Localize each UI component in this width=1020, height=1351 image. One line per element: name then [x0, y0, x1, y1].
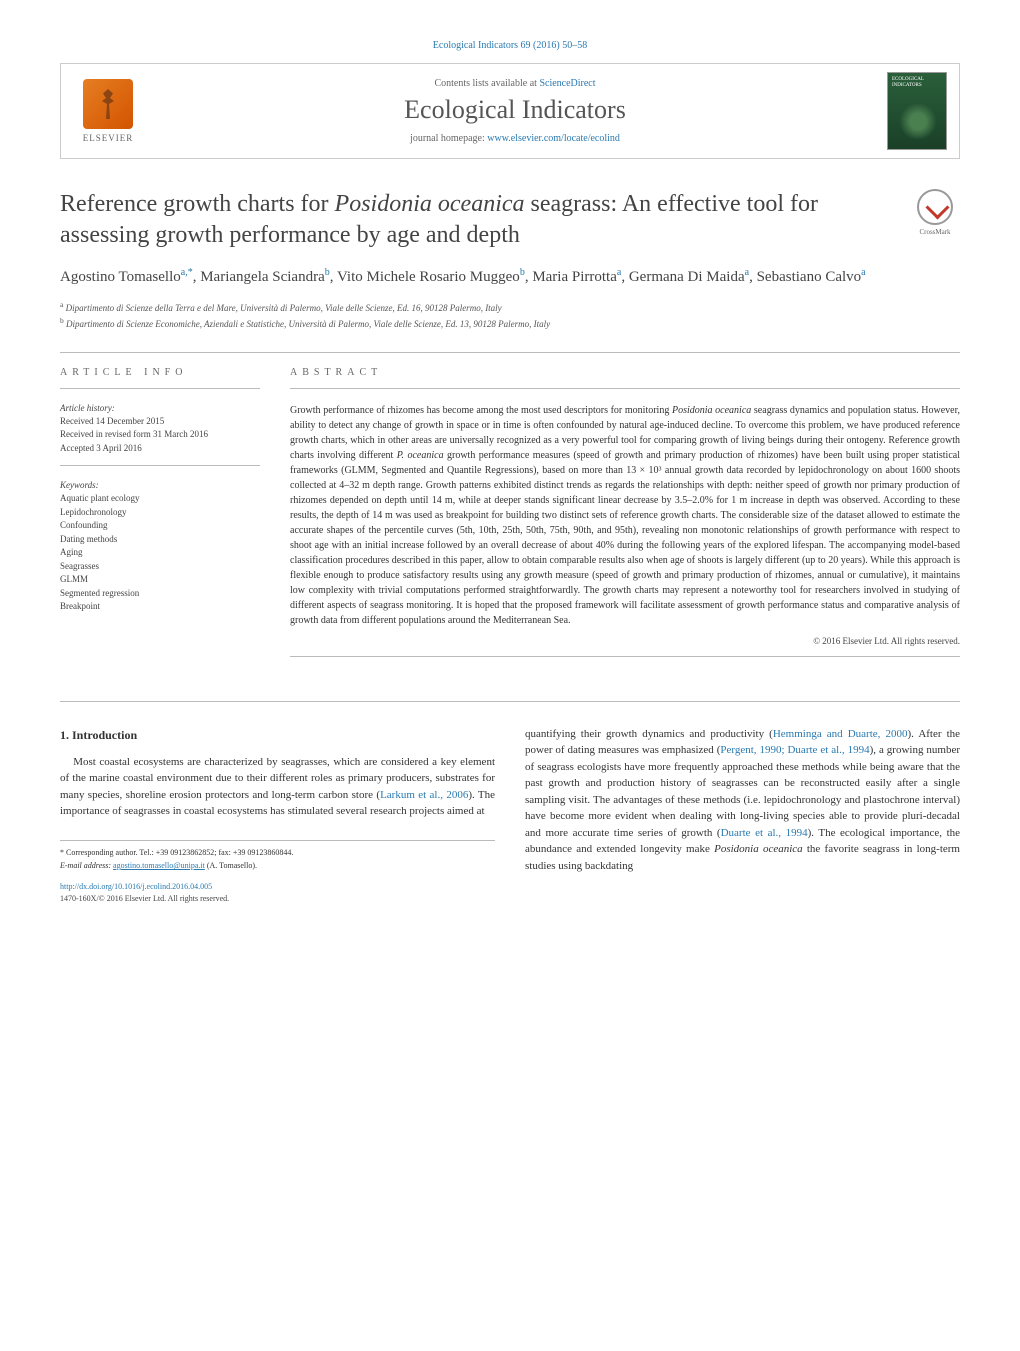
section-divider — [60, 701, 960, 702]
journal-cover-thumbnail — [887, 72, 947, 150]
affiliations: a Dipartimento di Scienze della Terra e … — [60, 299, 960, 332]
author-affiliation-marker: a — [617, 267, 621, 278]
citation-link[interactable]: Pergent, 1990; Duarte et al., 1994 — [720, 744, 869, 756]
journal-reference: Ecological Indicators 69 (2016) 50–58 — [60, 40, 960, 51]
section-heading: 1. Introduction — [60, 726, 495, 744]
body-text: 1. Introduction Most coastal ecosystems … — [60, 726, 960, 905]
divider — [60, 465, 260, 466]
homepage-line: journal homepage: www.elsevier.com/locat… — [143, 133, 887, 144]
abstract-copyright: © 2016 Elsevier Ltd. All rights reserved… — [290, 636, 960, 646]
column-left: 1. Introduction Most coastal ecosystems … — [60, 726, 495, 905]
abstract-text: Growth performance of rhizomes has becom… — [290, 403, 960, 628]
history-line: Received 14 December 2015 — [60, 415, 260, 429]
column-right: quantifying their growth dynamics and pr… — [525, 726, 960, 905]
title-species: Posidonia oceanica — [335, 191, 525, 217]
keywords-heading: Keywords: — [60, 480, 260, 490]
elsevier-logo: ELSEVIER — [73, 79, 143, 143]
author-affiliation-marker: a — [745, 267, 749, 278]
author-name: Vito Michele Rosario Muggeo — [337, 269, 520, 285]
keyword: GLMM — [60, 573, 260, 587]
affiliation-b: b Dipartimento di Scienze Economiche, Az… — [60, 315, 960, 332]
citation-link[interactable]: Larkum et al., 2006 — [380, 789, 468, 801]
divider — [60, 388, 260, 389]
body-paragraph: Most coastal ecosystems are characterize… — [60, 754, 495, 820]
author-affiliation-marker: a, — [181, 267, 188, 278]
doi-link[interactable]: http://dx.doi.org/10.1016/j.ecolind.2016… — [60, 881, 495, 893]
email-line: E-mail address: agostino.tomasello@unipa… — [60, 860, 495, 871]
history-line: Accepted 3 April 2016 — [60, 442, 260, 456]
corresponding-footer: * Corresponding author. Tel.: +39 091238… — [60, 840, 495, 871]
abstract-heading: ABSTRACT — [290, 367, 960, 378]
author: Germana Di Maidaa — [629, 269, 749, 285]
author-name: Mariangela Sciandra — [200, 269, 325, 285]
corresponding-author-line: * Corresponding author. Tel.: +39 091238… — [60, 847, 495, 858]
author: Maria Pirrottaa — [532, 269, 621, 285]
author-list: Agostino Tomaselloa,*, Mariangela Sciand… — [60, 265, 960, 289]
homepage-link[interactable]: www.elsevier.com/locate/ecolind — [487, 133, 620, 144]
author-name: Germana Di Maida — [629, 269, 745, 285]
footer-copyright: 1470-160X/© 2016 Elsevier Ltd. All right… — [60, 893, 495, 905]
crossmark-label: CrossMark — [919, 228, 950, 236]
keyword: Dating methods — [60, 533, 260, 547]
author-name: Sebastiano Calvo — [757, 269, 862, 285]
email-link[interactable]: agostino.tomasello@unipa.it — [113, 861, 205, 870]
keyword: Confounding — [60, 519, 260, 533]
keyword: Aging — [60, 546, 260, 560]
divider — [60, 352, 960, 353]
author-affiliation-marker: a — [861, 267, 865, 278]
author: Sebastiano Calvoa — [757, 269, 866, 285]
author-affiliation-marker: b — [520, 267, 525, 278]
journal-name: Ecological Indicators — [143, 95, 887, 125]
sciencedirect-link[interactable]: ScienceDirect — [539, 78, 595, 89]
elsevier-tree-icon — [83, 79, 133, 129]
abstract-column: ABSTRACT Growth performance of rhizomes … — [290, 367, 960, 671]
history-heading: Article history: — [60, 403, 260, 413]
keyword: Lepidochronology — [60, 506, 260, 520]
keywords-list: Aquatic plant ecology Lepidochronology C… — [60, 492, 260, 614]
author: Agostino Tomaselloa,* — [60, 269, 193, 285]
divider — [290, 656, 960, 657]
author-affiliation-marker: b — [325, 267, 330, 278]
body-paragraph: quantifying their growth dynamics and pr… — [525, 726, 960, 875]
keyword: Segmented regression — [60, 587, 260, 601]
author-name: Agostino Tomasello — [60, 269, 181, 285]
article-info-heading: ARTICLE INFO — [60, 367, 260, 378]
citation-link[interactable]: Hemminga and Duarte, 2000 — [773, 728, 908, 740]
author: Mariangela Sciandrab — [200, 269, 330, 285]
keyword: Aquatic plant ecology — [60, 492, 260, 506]
divider — [290, 388, 960, 389]
keyword: Seagrasses — [60, 560, 260, 574]
title-part1: Reference growth charts for — [60, 191, 335, 217]
citation-link[interactable]: Duarte et al., 1994 — [721, 827, 808, 839]
keyword: Breakpoint — [60, 600, 260, 614]
crossmark-icon — [917, 189, 953, 225]
article-title: Reference growth charts for Posidonia oc… — [60, 189, 910, 251]
contents-available-line: Contents lists available at ScienceDirec… — [143, 78, 887, 89]
author: Vito Michele Rosario Muggeob — [337, 269, 525, 285]
article-info-sidebar: ARTICLE INFO Article history: Received 1… — [60, 367, 260, 671]
homepage-prefix: journal homepage: — [410, 133, 487, 144]
contents-prefix: Contents lists available at — [434, 78, 539, 89]
author-name: Maria Pirrotta — [532, 269, 617, 285]
affiliation-a: a Dipartimento di Scienze della Terra e … — [60, 299, 960, 316]
history-line: Received in revised form 31 March 2016 — [60, 428, 260, 442]
crossmark-badge[interactable]: CrossMark — [910, 189, 960, 239]
journal-banner: ELSEVIER Contents lists available at Sci… — [60, 63, 960, 159]
corresponding-marker: * — [188, 267, 193, 278]
publisher-name: ELSEVIER — [83, 133, 134, 143]
